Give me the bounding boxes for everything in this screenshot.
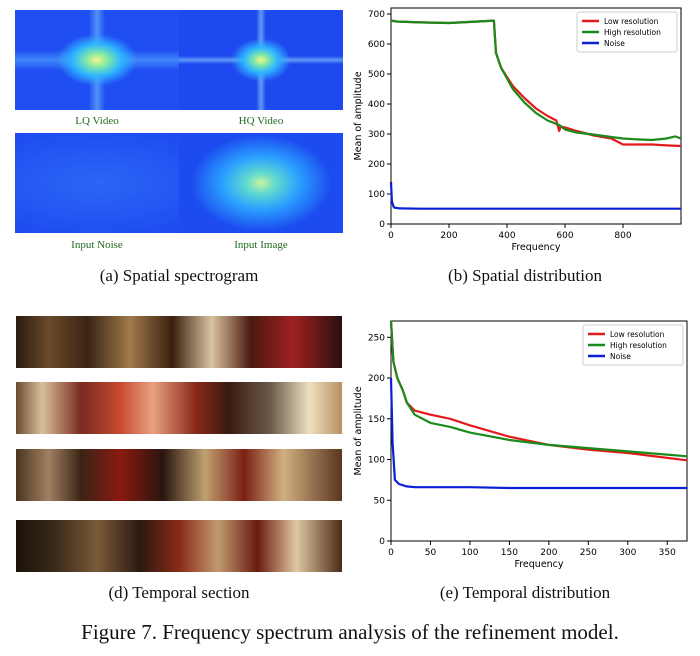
series-line-noise: [389, 377, 687, 490]
y-tick-label: 100: [368, 456, 385, 466]
lq-video-spectrum: [15, 10, 179, 110]
y-tick-label: 250: [368, 333, 385, 343]
caption-d: (d) Temporal section: [108, 583, 250, 602]
temporal-strip-3: [16, 449, 342, 501]
input-image-spectrum: [179, 133, 343, 233]
temporal-strip-1: [16, 316, 342, 368]
x-axis-label: Frequency: [511, 242, 560, 253]
plot-frame: [390, 320, 688, 542]
y-tick-label: 0: [379, 537, 385, 547]
x-tick-label: 200: [440, 231, 457, 241]
x-tick-label: 600: [556, 231, 573, 241]
legend-label: Low resolution: [610, 330, 665, 339]
temporal-strip-2: [16, 382, 342, 434]
lq-video-label: LQ Video: [75, 115, 119, 127]
x-tick-label: 50: [425, 548, 437, 558]
hq-video-spectrum: [179, 10, 343, 110]
x-tick-label: 300: [619, 548, 636, 558]
legend-label: High resolution: [604, 28, 661, 37]
series-line-high-resolution: [389, 320, 688, 458]
legend-label: High resolution: [610, 341, 667, 350]
temporal-strip-4: [16, 520, 342, 572]
x-tick-label: 200: [540, 548, 557, 558]
caption-a: (a) Spatial spectrogram: [99, 266, 259, 285]
y-tick-label: 600: [368, 40, 385, 50]
y-tick-label: 200: [368, 160, 385, 170]
y-tick-label: 200: [368, 374, 385, 384]
legend-box: [576, 11, 678, 53]
input-noise-label: Input Noise: [71, 239, 123, 251]
x-axis-label: Frequency: [514, 559, 563, 570]
y-tick-label: 400: [368, 100, 385, 110]
x-tick-label: 100: [461, 548, 478, 558]
plot-frame: [390, 7, 682, 225]
legend-label: Low resolution: [604, 17, 659, 26]
legend-label: Noise: [610, 352, 631, 361]
figure-caption: Figure 7. Frequency spectrum analysis of…: [81, 620, 619, 644]
series-line-high-resolution: [390, 19, 682, 142]
input-noise-spectrum: [15, 133, 179, 233]
y-axis-label: Mean of amplitude: [353, 71, 364, 160]
y-tick-label: 500: [368, 70, 385, 80]
y-tick-label: 700: [368, 10, 385, 20]
hq-video-label: HQ Video: [238, 115, 284, 127]
caption-e: (e) Temporal distribution: [439, 583, 611, 602]
x-tick-label: 400: [498, 231, 515, 241]
x-tick-label: 250: [580, 548, 597, 558]
y-axis-label: Mean of amplitude: [353, 386, 364, 475]
x-tick-label: 150: [501, 548, 518, 558]
temporal-distribution-chart: 0 50 100 150 200 250 300 350 0 50 100 150 200 250 Freq…: [353, 320, 688, 570]
spatial-distribution-chart: 0 200 400 600 800 0 100 200 300 400 500 600 700 Frequ…: [353, 7, 682, 253]
y-tick-label: 50: [374, 496, 386, 506]
legend-box: [582, 324, 684, 366]
y-tick-label: 300: [368, 130, 385, 140]
x-tick-label: 350: [659, 548, 676, 558]
caption-b: (b) Spatial distribution: [448, 266, 602, 285]
x-tick-label: 0: [388, 231, 394, 241]
input-image-label: Input Image: [234, 239, 288, 251]
y-tick-label: 100: [368, 190, 385, 200]
legend-label: Noise: [604, 39, 625, 48]
x-tick-label: 0: [388, 548, 394, 558]
y-tick-label: 0: [379, 220, 385, 230]
y-tick-label: 150: [368, 415, 385, 425]
series-line-noise: [389, 181, 681, 210]
x-tick-label: 800: [614, 231, 631, 241]
